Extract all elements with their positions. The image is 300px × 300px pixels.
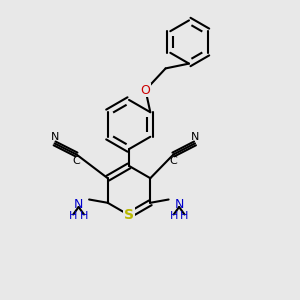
Text: C: C	[169, 156, 177, 166]
Text: O: O	[141, 83, 150, 97]
Text: H: H	[69, 211, 77, 221]
Text: N: N	[50, 132, 59, 142]
Text: C: C	[73, 156, 80, 166]
Text: S: S	[124, 208, 134, 222]
Text: H: H	[80, 211, 88, 221]
Text: N: N	[174, 197, 184, 211]
Text: H: H	[180, 211, 189, 221]
Text: H: H	[169, 211, 178, 221]
Text: N: N	[191, 132, 199, 142]
Text: N: N	[74, 197, 83, 211]
